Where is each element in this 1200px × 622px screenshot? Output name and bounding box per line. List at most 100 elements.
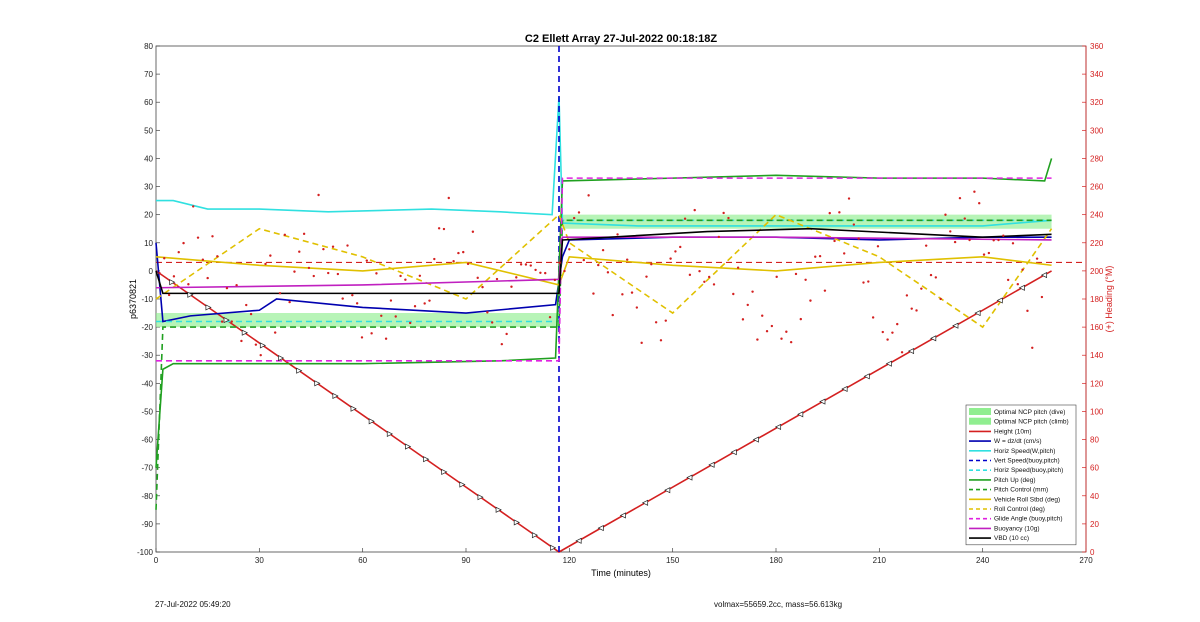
height-marker <box>531 532 539 539</box>
heading-point <box>524 263 528 266</box>
y-tick-label: 30 <box>144 183 153 192</box>
heading-point <box>341 297 344 300</box>
y-right-tick-label: 240 <box>1090 211 1104 220</box>
heading-point <box>674 250 677 253</box>
y-tick-label: -80 <box>141 492 153 501</box>
height-marker <box>169 279 176 286</box>
heading-point <box>939 297 942 301</box>
y-tick-label: -10 <box>141 295 153 304</box>
series-line <box>155 227 1052 295</box>
y-tick-label: 40 <box>144 154 153 163</box>
heading-point <box>577 211 581 214</box>
heading-point <box>230 320 233 323</box>
y-tick-label: 0 <box>149 267 154 276</box>
legend-label: Height (10m) <box>994 428 1032 435</box>
height-marker <box>974 309 981 317</box>
heading-point <box>192 205 195 208</box>
y-right-tick-label: 160 <box>1090 323 1104 332</box>
series-line <box>155 158 1053 468</box>
heading-point <box>331 245 335 248</box>
heading-point <box>572 216 576 220</box>
height-marker <box>597 525 604 532</box>
heading-point <box>693 208 696 212</box>
heading-point <box>442 227 446 231</box>
heading-point <box>601 248 605 252</box>
legend-label: Glide Angle (buoy,pitch) <box>994 516 1063 523</box>
heading-point <box>283 233 287 237</box>
x-tick-label: 150 <box>666 556 680 565</box>
heading-point <box>259 353 262 357</box>
heading-point <box>519 263 523 266</box>
series-line <box>155 219 1052 510</box>
height-marker <box>1018 284 1025 291</box>
heading-point <box>288 300 291 304</box>
heading-point <box>307 266 311 270</box>
heading-point <box>317 193 320 197</box>
heading-point <box>336 272 340 276</box>
heading-point <box>587 194 590 197</box>
y-right-tick-label: 100 <box>1090 407 1104 416</box>
legend-box <box>965 404 1077 546</box>
heading-point <box>254 343 258 346</box>
legend-label: Vehicle Roll Stbd (deg) <box>994 496 1060 503</box>
series-lines <box>155 46 1086 553</box>
heading-point <box>500 342 504 346</box>
heading-point <box>818 254 822 258</box>
heading-point <box>437 227 441 230</box>
y-right-tick-label: 80 <box>1090 436 1099 445</box>
y-right-tick-label: 120 <box>1090 379 1104 388</box>
heading-point <box>1016 283 1019 286</box>
heading-point <box>654 321 658 324</box>
heading-point <box>1031 346 1034 349</box>
y-right-tick-label: 300 <box>1090 126 1104 135</box>
legend-swatch <box>969 417 991 425</box>
height-marker <box>223 317 230 324</box>
height-marker <box>930 335 937 342</box>
heading-point <box>322 247 325 251</box>
heading-point <box>216 255 219 258</box>
y-right-tick-label: 340 <box>1090 70 1104 79</box>
y-axis-right-label: (+) Heading (°M) <box>1104 266 1114 333</box>
heading-point <box>862 281 865 284</box>
y-tick-label: 50 <box>144 126 153 135</box>
heading-point <box>235 283 238 287</box>
heading-point <box>973 190 976 193</box>
height-marker <box>441 468 448 475</box>
heading-point <box>843 252 846 255</box>
heading-point <box>847 197 851 200</box>
heading-point <box>799 317 802 321</box>
heading-point <box>707 275 711 279</box>
heading-point <box>804 278 807 281</box>
heading-point <box>920 287 923 290</box>
height-marker <box>513 519 520 526</box>
heading-point <box>351 293 354 297</box>
legend-label: Pitch Control (mm) <box>994 487 1048 494</box>
heading-point <box>312 274 315 278</box>
legend: Optimal NCP pitch (dive) Optimal NCP pitc… <box>965 404 1077 546</box>
heading-point <box>659 339 663 342</box>
heading-point <box>327 271 330 275</box>
heading-point <box>428 299 431 302</box>
chart-title: C2 Ellett Array 27-Jul-2022 00:18:18Z <box>525 33 717 45</box>
heading-point <box>505 332 508 336</box>
height-marker <box>575 537 582 544</box>
height-marker <box>752 436 759 443</box>
heading-point <box>544 271 547 275</box>
heading-point <box>187 283 190 286</box>
y-tick-label: 80 <box>144 42 153 51</box>
heading-point <box>703 280 706 283</box>
heading-point <box>867 280 870 283</box>
height-marker <box>350 405 357 412</box>
heading-point <box>741 318 745 321</box>
footer-mass-info: volmax=55659.2cc, mass=56.613kg <box>714 600 843 609</box>
y-right-tick-label: 20 <box>1090 520 1099 529</box>
heading-point <box>196 236 200 239</box>
heading-point <box>471 230 475 233</box>
heading-point <box>688 273 692 277</box>
heading-point <box>871 316 875 319</box>
height-marker <box>641 499 649 506</box>
height-marker <box>205 304 212 311</box>
footer-timestamp: 27-Jul-2022 05:49:20 <box>155 600 231 609</box>
y-right-tick-label: 320 <box>1090 98 1104 107</box>
heading-point <box>809 299 812 302</box>
